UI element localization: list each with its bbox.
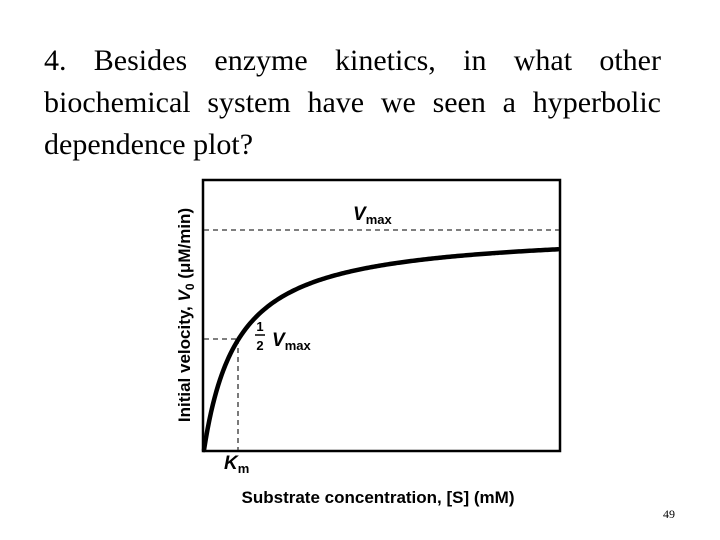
half-fraction-denominator: 2: [256, 338, 263, 353]
vmax-label: Vmax: [353, 204, 392, 227]
y-axis-label-sub: 0: [183, 283, 197, 290]
page-number: 49: [663, 507, 675, 521]
y-axis-label: Initial velocity, V0 (μM/min): [175, 208, 197, 422]
half-vmax-label-sub: max: [285, 338, 312, 353]
half-vmax-label: Vmax: [272, 330, 311, 353]
half-vmax-label-main: V: [272, 330, 286, 351]
x-axis-label: Substrate concentration, [S] (mM): [242, 488, 515, 507]
km-label-main: K: [224, 453, 239, 474]
plot-frame: [201, 178, 562, 453]
y-axis-label-units: (μM/min): [175, 208, 194, 284]
y-axis-label-main: Initial velocity,: [175, 301, 194, 422]
vmax-label-sub: max: [366, 212, 393, 227]
half-fraction-numerator: 1: [256, 319, 263, 334]
michaelis-menten-figure: Vmax 1 2 Vmax Km Substrate concentration…: [168, 175, 568, 515]
vmax-label-main: V: [353, 204, 367, 225]
hyperbolic-curve: [201, 247, 561, 453]
kinetics-plot: Vmax 1 2 Vmax Km Substrate concentration…: [175, 178, 562, 507]
km-label-sub: m: [238, 461, 250, 476]
question-text: 4. Besides enzyme kinetics, in what othe…: [44, 44, 661, 161]
km-label: Km: [224, 453, 249, 476]
y-axis-label-var: V: [175, 288, 194, 301]
